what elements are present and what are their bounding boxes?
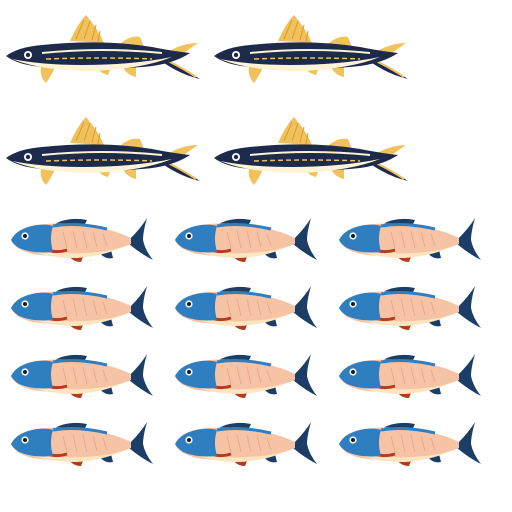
blue-pink-fish	[171, 280, 321, 336]
striped-catfish	[210, 115, 410, 195]
blue-pink-fish	[335, 348, 485, 404]
blue-pink-fish	[7, 280, 157, 336]
striped-catfish	[210, 13, 410, 93]
striped-catfish	[2, 115, 202, 195]
blue-pink-fish	[171, 416, 321, 472]
blue-pink-fish	[7, 416, 157, 472]
blue-pink-fish	[171, 348, 321, 404]
blue-pink-fish	[335, 416, 485, 472]
blue-pink-fish	[171, 212, 321, 268]
blue-pink-fish	[7, 212, 157, 268]
blue-pink-fish	[335, 212, 485, 268]
blue-pink-fish	[7, 348, 157, 404]
blue-pink-fish	[335, 280, 485, 336]
striped-catfish	[2, 13, 202, 93]
